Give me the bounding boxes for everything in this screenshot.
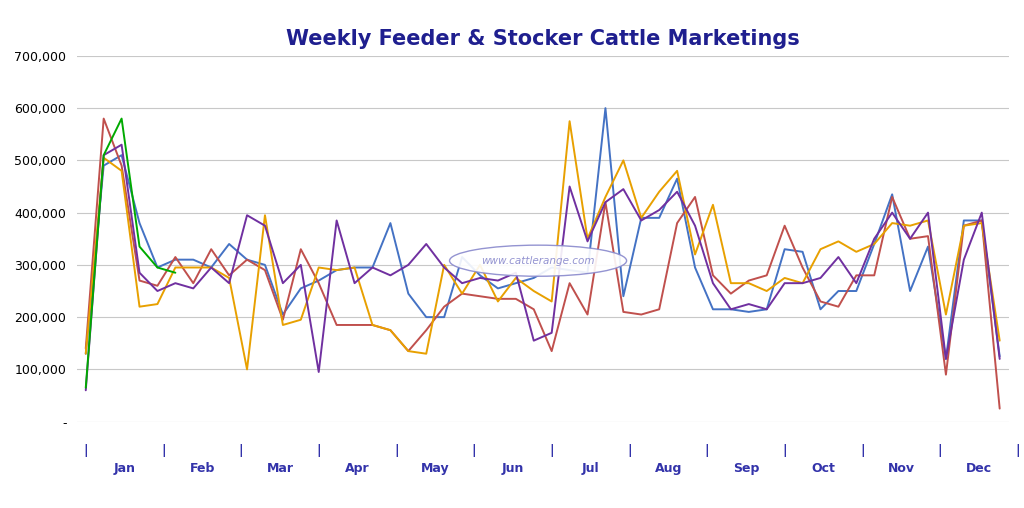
2018 <box>599 105 611 111</box>
2018 <box>402 291 415 297</box>
2019 <box>420 327 432 333</box>
2020 <box>707 202 719 208</box>
2021 <box>80 387 92 393</box>
2018 <box>563 267 575 273</box>
2021 <box>169 280 181 286</box>
Text: |: | <box>161 443 166 457</box>
Text: Dec: Dec <box>966 462 992 475</box>
Text: Nov: Nov <box>888 462 914 475</box>
Text: Jul: Jul <box>582 462 599 475</box>
2019 <box>80 345 92 352</box>
2020 <box>527 288 540 294</box>
Text: |: | <box>239 443 244 457</box>
2019 <box>689 194 701 200</box>
2022 <box>116 115 128 121</box>
Line: 2019: 2019 <box>86 118 999 408</box>
Text: |: | <box>938 443 942 457</box>
2018 <box>152 265 164 271</box>
Text: May: May <box>421 462 450 475</box>
2021 <box>527 338 540 344</box>
2022 <box>80 385 92 391</box>
2018 <box>689 265 701 271</box>
2018 <box>993 353 1006 359</box>
Text: |: | <box>860 443 864 457</box>
Text: Jun: Jun <box>502 462 524 475</box>
Text: |: | <box>782 443 787 457</box>
2021 <box>116 142 128 148</box>
2018 <box>510 280 522 286</box>
Ellipse shape <box>450 245 627 276</box>
Text: www.cattlerange.com: www.cattlerange.com <box>481 256 595 266</box>
2020 <box>599 194 611 200</box>
2020 <box>993 338 1006 344</box>
Title: Weekly Feeder & Stocker Cattle Marketings: Weekly Feeder & Stocker Cattle Marketing… <box>286 29 800 49</box>
Text: |: | <box>705 443 710 457</box>
2021 <box>689 223 701 229</box>
Text: |: | <box>549 443 554 457</box>
Line: 2021: 2021 <box>86 145 999 390</box>
2021 <box>653 207 666 213</box>
Text: Apr: Apr <box>345 462 370 475</box>
2019 <box>653 306 666 312</box>
Text: Sep: Sep <box>732 462 759 475</box>
2022 <box>152 265 164 271</box>
2019 <box>97 115 110 121</box>
Text: Oct: Oct <box>811 462 836 475</box>
Text: |: | <box>627 443 632 457</box>
2022 <box>133 243 145 249</box>
Text: |: | <box>472 443 476 457</box>
2019 <box>993 405 1006 411</box>
2021 <box>940 356 952 362</box>
2020 <box>241 366 253 372</box>
2020 <box>80 351 92 357</box>
Line: 2018: 2018 <box>86 108 999 359</box>
2020 <box>420 351 432 357</box>
2019 <box>940 371 952 377</box>
Line: 2020: 2020 <box>86 121 999 369</box>
Text: |: | <box>394 443 398 457</box>
2020 <box>671 168 683 174</box>
2022 <box>169 270 181 276</box>
Text: |: | <box>1015 443 1020 457</box>
2018 <box>80 351 92 357</box>
2018 <box>653 215 666 221</box>
Line: 2022: 2022 <box>86 118 175 388</box>
2020 <box>152 301 164 307</box>
2022 <box>97 152 110 158</box>
Text: Mar: Mar <box>266 462 294 475</box>
Text: |: | <box>83 443 88 457</box>
Text: |: | <box>316 443 322 457</box>
2019 <box>527 306 540 312</box>
2021 <box>993 356 1006 362</box>
2020 <box>563 118 575 124</box>
2021 <box>420 241 432 247</box>
Text: Aug: Aug <box>654 462 682 475</box>
2019 <box>169 254 181 260</box>
Text: Feb: Feb <box>189 462 215 475</box>
2018 <box>940 356 952 362</box>
Text: Jan: Jan <box>114 462 135 475</box>
